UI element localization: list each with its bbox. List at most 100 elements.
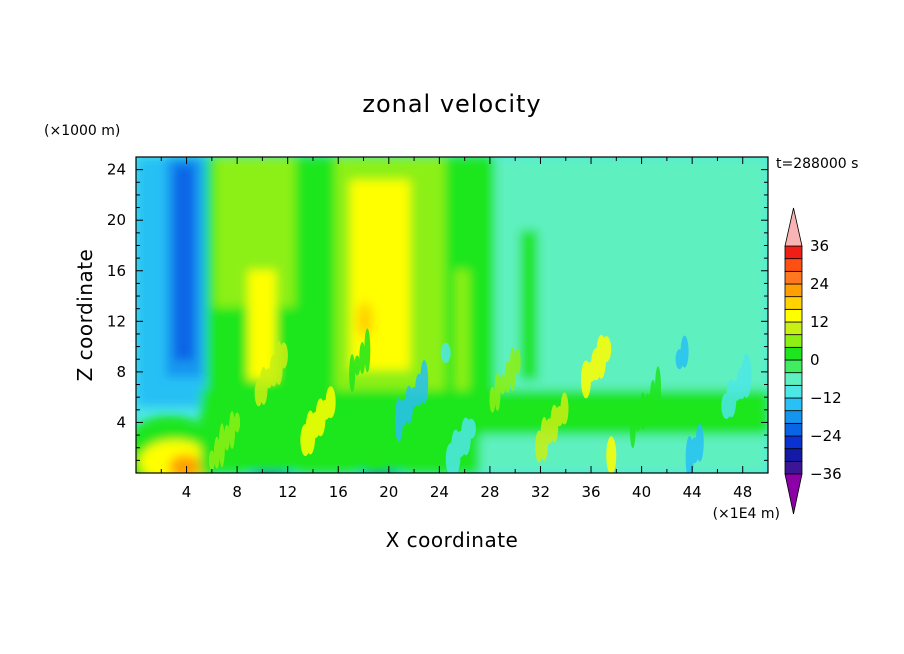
field-streak: [224, 424, 231, 451]
colorbar-segment: [784, 435, 803, 450]
time-label: t=288000 s: [776, 156, 858, 172]
field-streak: [644, 393, 651, 414]
colorbar-segment: [784, 384, 803, 399]
x-tick-label: 8: [232, 483, 242, 501]
field-streak: [325, 386, 336, 419]
field-streak: [499, 374, 506, 395]
colorbar-tick-label: 36: [810, 237, 829, 255]
x-tick-label: 16: [329, 483, 348, 501]
x-tick-label: 48: [733, 483, 752, 501]
x-tick-label: 24: [430, 483, 449, 501]
field-region-orange-streak: [357, 302, 373, 338]
colorbar-segment: [784, 346, 803, 361]
colorbar-tick-label: −24: [810, 427, 842, 445]
x-tick-label: 4: [182, 483, 192, 501]
field-streak: [229, 411, 236, 450]
colorbar-segment: [784, 296, 803, 310]
field-streak: [279, 342, 288, 369]
field-region-yellow-center: [350, 180, 410, 370]
y-tick-label: 16: [107, 262, 126, 280]
colorbar-tick-label: 24: [810, 275, 829, 293]
colorbar-segment: [784, 321, 803, 336]
x-unit-label: (×1E4 m): [713, 506, 780, 522]
x-tick-label: 32: [531, 483, 550, 501]
field-streak: [213, 436, 220, 469]
field-streak: [680, 335, 689, 368]
field-streak: [349, 354, 356, 393]
y-tick-label: 12: [107, 312, 126, 330]
y-axis-ticks: 4 8 12 16 20 24: [107, 156, 768, 461]
x-axis-ticks: 4 8 12 16 20 24 28 32 36 40 44 48: [160, 157, 769, 501]
field-streak: [639, 392, 646, 431]
colorbar-segment: [784, 283, 803, 298]
field-region-bottom-turquoise-band: [480, 435, 768, 473]
colorbar-segment: [784, 308, 803, 323]
field-region-lowerleft-orange: [169, 455, 201, 473]
x-tick-label: 44: [683, 483, 702, 501]
field-streak: [465, 418, 476, 439]
colorbar-segment: [784, 397, 803, 412]
field-streak: [364, 328, 371, 373]
field-streak: [420, 359, 429, 404]
field-streak: [695, 423, 704, 462]
y-unit-label: (×1000 m): [44, 123, 120, 139]
x-tick-label: 36: [581, 483, 600, 501]
field-streak: [359, 341, 366, 374]
field-streak: [629, 404, 636, 449]
y-tick-label: 24: [107, 161, 126, 179]
field-region-turquoise-right: [495, 157, 768, 397]
field-streak: [354, 355, 361, 376]
colorbar-segment: [784, 372, 803, 386]
colorbar-tick-label: −12: [810, 389, 842, 407]
field-streak: [504, 360, 511, 393]
colorbar-segment: [784, 359, 803, 374]
x-tick-label: 12: [278, 483, 297, 501]
field-streak: [634, 405, 641, 432]
colorbar-segment: [784, 270, 803, 285]
colorbar-segment: [784, 258, 803, 272]
field-streak: [606, 436, 617, 473]
x-tick-label: 20: [379, 483, 398, 501]
field-streak: [208, 450, 215, 471]
field-streak: [374, 429, 381, 468]
colorbar-segment: [784, 460, 803, 475]
field-streak: [234, 412, 241, 433]
field-streak: [218, 423, 225, 468]
y-axis-label: Z coordinate: [73, 249, 97, 382]
field-region-green-streak-2: [455, 270, 469, 390]
field-streak: [489, 386, 496, 413]
field-streak: [560, 392, 569, 425]
colorbar-tick-label: −36: [810, 465, 842, 483]
y-tick-label: 4: [116, 413, 126, 431]
field-streak: [655, 366, 662, 411]
colorbar-extend-max: [784, 207, 803, 247]
field-streak: [741, 353, 752, 398]
field-region-green-streak-1: [520, 230, 538, 380]
field-streak: [494, 373, 501, 412]
near-surface-streaks: [208, 328, 752, 473]
contour-field: [136, 157, 768, 473]
colorbar-segment: [784, 334, 803, 348]
y-tick-label: 20: [107, 211, 126, 229]
colorbar-extend-min: [784, 473, 803, 515]
field-streak: [440, 342, 451, 363]
colorbar-segment: [784, 410, 803, 424]
chart-title: zonal velocity: [362, 90, 541, 118]
field-streak: [649, 379, 656, 412]
colorbar-segment: [784, 245, 803, 260]
colorbar-segment: [784, 422, 803, 437]
field-streak: [369, 443, 376, 470]
x-tick-label: 40: [632, 483, 651, 501]
field-streak: [509, 347, 516, 392]
field-region-darkblue-column: [174, 165, 194, 360]
colorbar-tick-label: 0: [810, 351, 820, 369]
colorbar-segment: [784, 448, 803, 462]
colorbar-tick-label: 12: [810, 313, 829, 331]
x-tick-label: 28: [480, 483, 499, 501]
plot-frame: [135, 156, 769, 474]
x-axis-label: X coordinate: [386, 528, 519, 552]
field-streak: [514, 348, 521, 375]
colorbar: 36 24 12 0 −12 −24 −36: [784, 207, 842, 515]
field-streak: [601, 336, 612, 363]
